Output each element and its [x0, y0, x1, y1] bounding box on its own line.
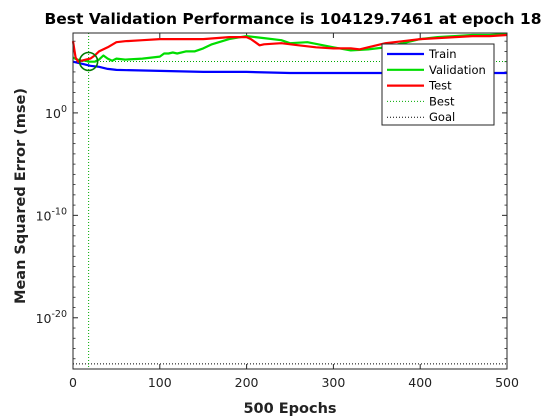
chart-title: Best Validation Performance is 104129.74… — [44, 10, 541, 28]
x-tick-label: 300 — [321, 375, 345, 390]
y-tick-base: 10 — [36, 208, 52, 223]
y-tick-exponent: 0 — [61, 104, 67, 115]
x-tick-label: 200 — [235, 375, 259, 390]
series-line-test — [71, 33, 508, 63]
x-tick-label: 500 — [495, 375, 519, 390]
y-tick-label: 100 — [45, 104, 67, 121]
legend-label-best: Best — [429, 94, 455, 108]
legend-label-test: Test — [428, 79, 452, 93]
plot-frame — [72, 32, 508, 370]
legend-label-train: Train — [428, 47, 457, 61]
x-tick-label: 100 — [148, 375, 172, 390]
best-marker — [78, 51, 99, 72]
y-tick-label: 10-10 — [36, 206, 67, 223]
y-tick-base: 10 — [45, 106, 61, 121]
legend-label-validation: Validation — [429, 63, 486, 77]
x-tick-label: 0 — [69, 375, 77, 390]
y-tick-exponent: -20 — [51, 309, 67, 320]
y-tick-label: 10-20 — [36, 309, 67, 326]
y-tick-exponent: -10 — [51, 206, 67, 217]
y-axis-label: Mean Squared Error (mse) — [13, 88, 29, 304]
x-tick-label: 400 — [408, 375, 432, 390]
y-tick-base: 10 — [36, 311, 52, 326]
legend-label-goal: Goal — [429, 110, 455, 124]
x-axis-label: 500 Epochs — [243, 401, 336, 417]
